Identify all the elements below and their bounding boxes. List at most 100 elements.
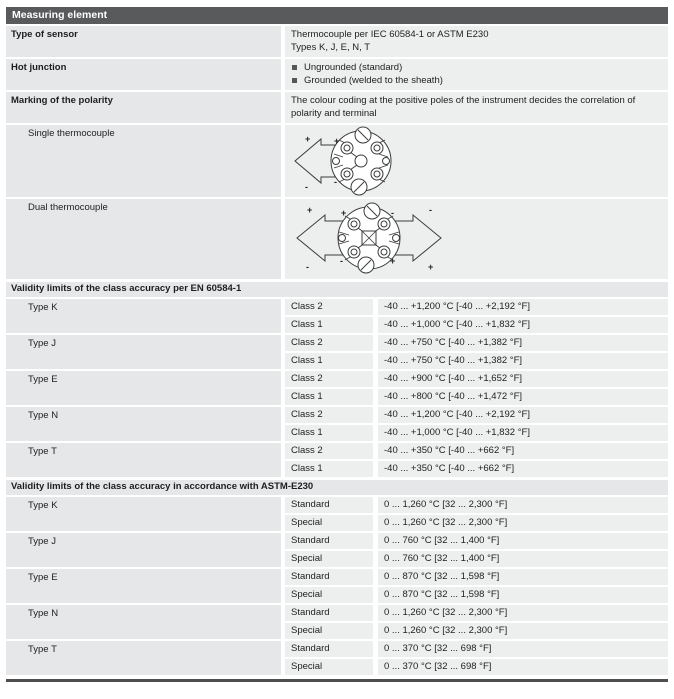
accuracy-row: Special 0 ... 760 °C [32 ... 1,400 °F]: [285, 551, 668, 567]
type-group: Type T Standard 0 ... 370 °C [32 ... 698 °…: [6, 641, 668, 675]
table-title-bar: Measuring element: [6, 7, 668, 24]
single-wire-minus-mark: -: [305, 182, 308, 192]
dual-left-minus-mark: -: [306, 262, 309, 272]
type-subrows: Class 2 -40 ... +1,200 °C [-40 ... +2,192…: [285, 407, 668, 441]
accuracy-row: Standard 0 ... 760 °C [32 ... 1,400 °F]: [285, 533, 668, 549]
single-wire-plus-mark: +: [305, 134, 310, 144]
dual-thermocouple-cell: + - - + + - - +: [285, 199, 668, 279]
range-cell: 0 ... 370 °C [32 ... 698 °F]: [378, 641, 668, 657]
grade-cell: Class 1: [285, 317, 373, 333]
range-cell: -40 ... +1,200 °C [-40 ... +2,192 °F]: [378, 299, 668, 315]
grade-cell: Class 1: [285, 461, 373, 477]
type-group: Type N Class 2 -40 ... +1,200 °C [-40 ... …: [6, 407, 668, 441]
range-cell: -40 ... +1,200 °C [-40 ... +2,192 °F]: [378, 407, 668, 423]
type-group: Type K Class 2 -40 ... +1,200 °C [-40 ... …: [6, 299, 668, 333]
range-cell: -40 ... +1,000 °C [-40 ... +1,832 °F]: [378, 425, 668, 441]
type-group: Type K Standard 0 ... 1,260 °C [32 ... 2,3…: [6, 497, 668, 531]
dual-left-plus-mark: +: [307, 205, 312, 215]
type-subrows: Standard 0 ... 1,260 °C [32 ... 2,300 °F]…: [285, 497, 668, 531]
grade-cell: Class 1: [285, 425, 373, 441]
accuracy-row: Class 2 -40 ... +900 °C [-40 ... +1,652 °…: [285, 371, 668, 387]
bottom-rule: [6, 679, 668, 682]
type-group: Type E Standard 0 ... 870 °C [32 ... 1,598…: [6, 569, 668, 603]
range-cell: 0 ... 870 °C [32 ... 1,598 °F]: [378, 569, 668, 585]
accuracy-row: Class 1 -40 ... +350 °C [-40 ... +662 °F]: [285, 461, 668, 477]
property-value: The colour coding at the positive poles …: [285, 92, 668, 123]
bullet-text: Grounded (welded to the sheath): [304, 75, 443, 86]
range-cell: 0 ... 370 °C [32 ... 698 °F]: [378, 659, 668, 675]
accuracy-row: Standard 0 ... 1,260 °C [32 ... 2,300 °F]: [285, 605, 668, 621]
property-value-line: Thermocouple per IEC 60584-1 or ASTM E23…: [291, 29, 489, 40]
grade-cell: Special: [285, 551, 373, 567]
property-row: Hot junction Ungrounded (standard) Grounde…: [6, 59, 668, 90]
section-title: Validity limits of the class accuracy in…: [6, 480, 668, 495]
accuracy-row: Class 2 -40 ... +350 °C [-40 ... +662 °F]: [285, 443, 668, 459]
type-group: Type E Class 2 -40 ... +900 °C [-40 ... +1…: [6, 371, 668, 405]
grade-cell: Special: [285, 659, 373, 675]
accuracy-row: Class 2 -40 ... +1,200 °C [-40 ... +2,192…: [285, 407, 668, 423]
range-cell: -40 ... +1,000 °C [-40 ... +1,832 °F]: [378, 317, 668, 333]
type-label: Type J: [6, 335, 281, 369]
range-cell: -40 ... +350 °C [-40 ... +662 °F]: [378, 461, 668, 477]
grade-cell: Class 2: [285, 335, 373, 351]
property-value: Thermocouple per IEC 60584-1 or ASTM E23…: [285, 26, 668, 57]
accuracy-row: Class 1 -40 ... +800 °C [-40 ... +1,472 °…: [285, 389, 668, 405]
type-subrows: Standard 0 ... 1,260 °C [32 ... 2,300 °F]…: [285, 605, 668, 639]
property-value-line: Types K, J, E, N, T: [291, 42, 371, 53]
grade-cell: Class 2: [285, 371, 373, 387]
property-value: Ungrounded (standard) Grounded (welded to…: [285, 59, 668, 90]
type-subrows: Class 2 -40 ... +750 °C [-40 ... +1,382 °…: [285, 335, 668, 369]
type-label: Type J: [6, 533, 281, 567]
range-cell: 0 ... 870 °C [32 ... 1,598 °F]: [378, 587, 668, 603]
bullet-item: Grounded (welded to the sheath): [291, 74, 662, 87]
bullet-text: Ungrounded (standard): [304, 62, 403, 73]
single-thermocouple-row: Single thermocouple + +: [6, 125, 668, 197]
range-cell: 0 ... 1,260 °C [32 ... 2,300 °F]: [378, 623, 668, 639]
type-subrows: Class 2 -40 ... +350 °C [-40 ... +662 °F]…: [285, 443, 668, 477]
measuring-element-datasheet: Measuring element Type of sensor Thermoco…: [6, 7, 668, 682]
type-group: Type J Class 2 -40 ... +750 °C [-40 ... +1…: [6, 335, 668, 369]
type-label: Type N: [6, 605, 281, 639]
grade-cell: Special: [285, 623, 373, 639]
dual-inner-ne-mark: -: [391, 208, 394, 218]
single-thermocouple-label: Single thermocouple: [6, 125, 281, 197]
single-terminal-minus-mark: -: [334, 177, 337, 187]
grade-cell: Standard: [285, 497, 373, 513]
range-cell: -40 ... +750 °C [-40 ... +1,382 °F]: [378, 353, 668, 369]
grade-cell: Standard: [285, 605, 373, 621]
range-cell: -40 ... +750 °C [-40 ... +1,382 °F]: [378, 335, 668, 351]
accuracy-row: Class 1 -40 ... +1,000 °C [-40 ... +1,832…: [285, 317, 668, 333]
accuracy-row: Special 0 ... 370 °C [32 ... 698 °F]: [285, 659, 668, 675]
type-label: Type T: [6, 443, 281, 477]
type-label: Type K: [6, 299, 281, 333]
table-title: Measuring element: [12, 9, 108, 21]
range-cell: 0 ... 1,260 °C [32 ... 2,300 °F]: [378, 515, 668, 531]
accuracy-row: Special 0 ... 870 °C [32 ... 1,598 °F]: [285, 587, 668, 603]
type-subrows: Standard 0 ... 370 °C [32 ... 698 °F] Spec…: [285, 641, 668, 675]
dual-thermocouple-diagram: + - - + + - - +: [296, 202, 442, 274]
type-subrows: Standard 0 ... 760 °C [32 ... 1,400 °F] Sp…: [285, 533, 668, 567]
accuracy-row: Standard 0 ... 370 °C [32 ... 698 °F]: [285, 641, 668, 657]
range-cell: 0 ... 1,260 °C [32 ... 2,300 °F]: [378, 497, 668, 513]
range-cell: -40 ... +900 °C [-40 ... +1,652 °F]: [378, 371, 668, 387]
dual-right-minus-mark: -: [429, 205, 432, 215]
dual-inner-se-mark: +: [390, 256, 395, 266]
type-subrows: Standard 0 ... 870 °C [32 ... 1,598 °F] Sp…: [285, 569, 668, 603]
bullet-item: Ungrounded (standard): [291, 61, 662, 74]
property-label: Marking of the polarity: [6, 92, 281, 123]
accuracy-row: Special 0 ... 1,260 °C [32 ... 2,300 °F]: [285, 623, 668, 639]
range-cell: -40 ... +350 °C [-40 ... +662 °F]: [378, 443, 668, 459]
accuracy-row: Standard 0 ... 870 °C [32 ... 1,598 °F]: [285, 569, 668, 585]
type-subrows: Class 2 -40 ... +900 °C [-40 ... +1,652 °…: [285, 371, 668, 405]
range-cell: 0 ... 760 °C [32 ... 1,400 °F]: [378, 551, 668, 567]
accuracy-row: Special 0 ... 1,260 °C [32 ... 2,300 °F]: [285, 515, 668, 531]
type-group: Type T Class 2 -40 ... +350 °C [-40 ... +6…: [6, 443, 668, 477]
single-thermocouple-cell: + + - -: [285, 125, 668, 197]
property-label: Type of sensor: [6, 26, 281, 57]
property-rows: Type of sensor Thermocouple per IEC 60584…: [6, 26, 668, 123]
range-cell: 0 ... 1,260 °C [32 ... 2,300 °F]: [378, 605, 668, 621]
grade-cell: Class 1: [285, 389, 373, 405]
dual-inner-sw-mark: -: [340, 256, 343, 266]
grade-cell: Special: [285, 515, 373, 531]
type-subrows: Class 2 -40 ... +1,200 °C [-40 ... +2,192…: [285, 299, 668, 333]
